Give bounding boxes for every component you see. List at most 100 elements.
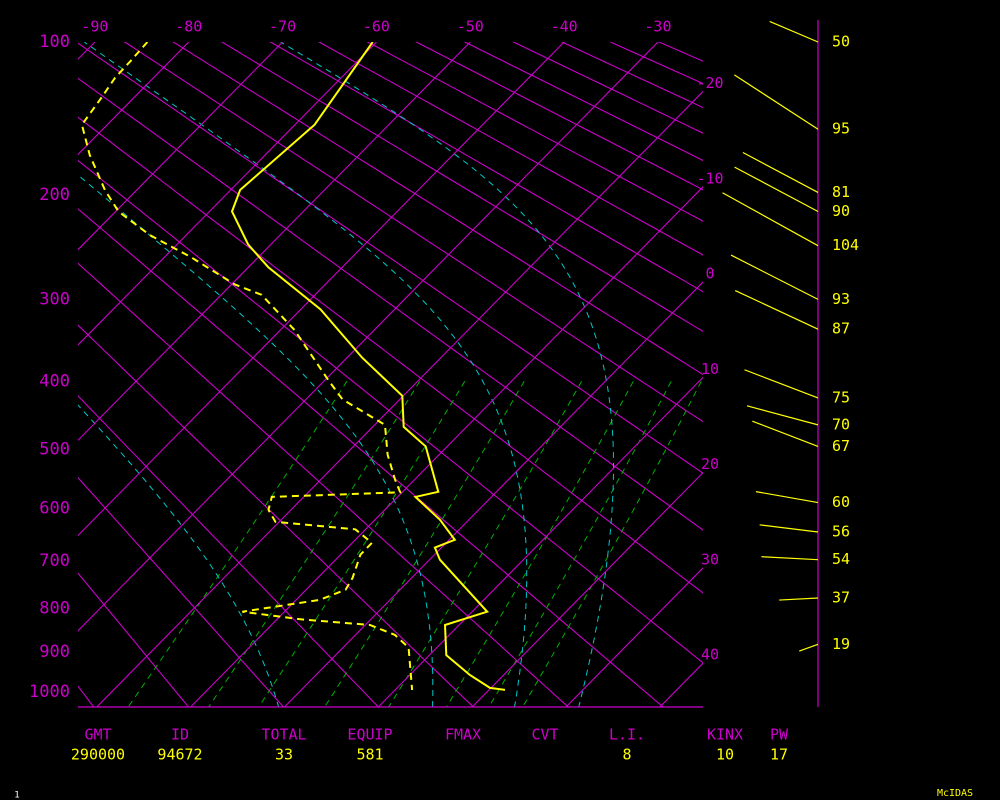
- dry-adiabat: [78, 159, 703, 664]
- x-tick-label: -60: [363, 18, 390, 36]
- x-tick-label: 40: [701, 646, 719, 664]
- stat-value: 581: [356, 746, 383, 764]
- moist-adiabat: [78, 404, 280, 707]
- wind-line: [734, 166, 819, 213]
- dry-adiabat: [526, 0, 1000, 729]
- dry-adiabat: [78, 262, 570, 707]
- stat-value: 33: [275, 746, 293, 764]
- wind-line: [734, 290, 819, 330]
- y-tick-label: 800: [39, 599, 70, 619]
- footer: McIDAS: [937, 788, 973, 799]
- dry-adiabat: [657, 42, 703, 62]
- x-tick-label: -30: [644, 18, 671, 36]
- dry-adiabat: [78, 395, 380, 707]
- mixing-ratio-line: [445, 381, 634, 707]
- stat-label: GMT: [84, 726, 111, 744]
- wind-speed-label: 95: [832, 120, 850, 138]
- x-tick-label: -20: [696, 74, 723, 92]
- wind-speed-label: 50: [832, 33, 850, 51]
- dry-adiabat: [78, 324, 475, 707]
- dry-adiabat: [484, 0, 1000, 729]
- wind-speed-label: 56: [832, 522, 850, 540]
- wind-speed-label: 60: [832, 493, 850, 511]
- y-tick-label: 1000: [29, 682, 70, 702]
- x-tick-label: -40: [551, 18, 578, 36]
- stat-label: ID: [171, 726, 189, 744]
- isotherm: [78, 42, 565, 537]
- isotherm: [377, 376, 703, 707]
- stat-label: FMAX: [445, 726, 481, 744]
- wind-speed-label: 93: [832, 290, 850, 308]
- stat-value: 94672: [157, 746, 202, 764]
- x-tick-label: 0: [705, 265, 714, 283]
- stat-value: 17: [770, 746, 788, 764]
- stat-label: PW: [770, 726, 789, 744]
- isotherm: [284, 281, 703, 707]
- dry-adiabat: [78, 116, 703, 594]
- wind-line: [769, 20, 819, 43]
- dry-adiabat: [172, 42, 703, 376]
- wind-line: [799, 643, 819, 652]
- wind-speed-label: 104: [832, 236, 859, 254]
- dry-adiabat: [560, 42, 703, 109]
- dry-adiabat: [78, 572, 190, 707]
- isotherm: [78, 42, 659, 632]
- stat-label: EQUIP: [347, 726, 392, 744]
- x-tick-label: -90: [81, 18, 108, 36]
- dewpoint-profile: [80, 42, 414, 690]
- wind-speed-label: 90: [832, 202, 850, 220]
- moist-adiabat: [78, 174, 434, 707]
- temperature-profile: [230, 42, 506, 691]
- y-tick-label: 300: [39, 289, 70, 309]
- y-tick-label: 900: [39, 642, 70, 662]
- isotherm: [190, 186, 703, 707]
- isotherm: [78, 42, 377, 346]
- dry-adiabat: [78, 476, 285, 707]
- mixing-ratio-line: [522, 381, 702, 707]
- y-tick-label: 500: [39, 440, 70, 460]
- wind-line: [755, 491, 819, 504]
- y-tick-label: 100: [39, 32, 70, 52]
- mixing-ratio-line: [127, 381, 348, 707]
- x-tick-label: 10: [701, 360, 719, 378]
- stat-label: KINX: [707, 726, 743, 744]
- isotherm: [96, 90, 703, 707]
- wind-line: [730, 254, 819, 300]
- profiles: [80, 42, 506, 691]
- y-tick-label: 700: [39, 551, 70, 571]
- wind-speed-label: 54: [832, 550, 850, 568]
- stat-value: 290000: [71, 746, 125, 764]
- dry-adiabat: [78, 42, 703, 474]
- dry-adiabat: [220, 42, 703, 333]
- x-tick-label: -80: [175, 18, 202, 36]
- wind-line: [779, 597, 819, 601]
- page-label: 1: [14, 791, 19, 800]
- mixing-ratio-line: [258, 381, 466, 707]
- wind-line: [759, 524, 819, 533]
- x-tick-label: -10: [696, 169, 723, 187]
- mixing-ratio-line: [208, 381, 421, 707]
- dry-adiabat: [512, 42, 703, 134]
- wind-speed-label: 67: [832, 437, 850, 455]
- wind-line: [734, 74, 819, 130]
- x-tick-label: -70: [269, 18, 296, 36]
- stat-value: 10: [716, 746, 734, 764]
- y-tick-label: 400: [39, 371, 70, 391]
- mixing-ratio-line: [324, 381, 525, 707]
- wind-line: [744, 369, 819, 399]
- wind-speed-label: 19: [832, 635, 850, 653]
- x-tick-label: 20: [701, 455, 719, 473]
- y-tick-label: 200: [39, 185, 70, 205]
- dry-adiabat: [0, 0, 14, 729]
- wind-line: [722, 192, 819, 247]
- mixing-ratio-line: [388, 381, 583, 707]
- dry-adiabat: [78, 77, 703, 531]
- stat-label: CVT: [531, 726, 558, 744]
- dry-adiabat: [78, 208, 664, 707]
- stat-label: L.I.: [609, 726, 645, 744]
- wind-speed-label: 37: [832, 589, 850, 607]
- wind-line: [752, 420, 819, 447]
- isotherm: [78, 42, 283, 251]
- dry-adiabat: [317, 42, 703, 256]
